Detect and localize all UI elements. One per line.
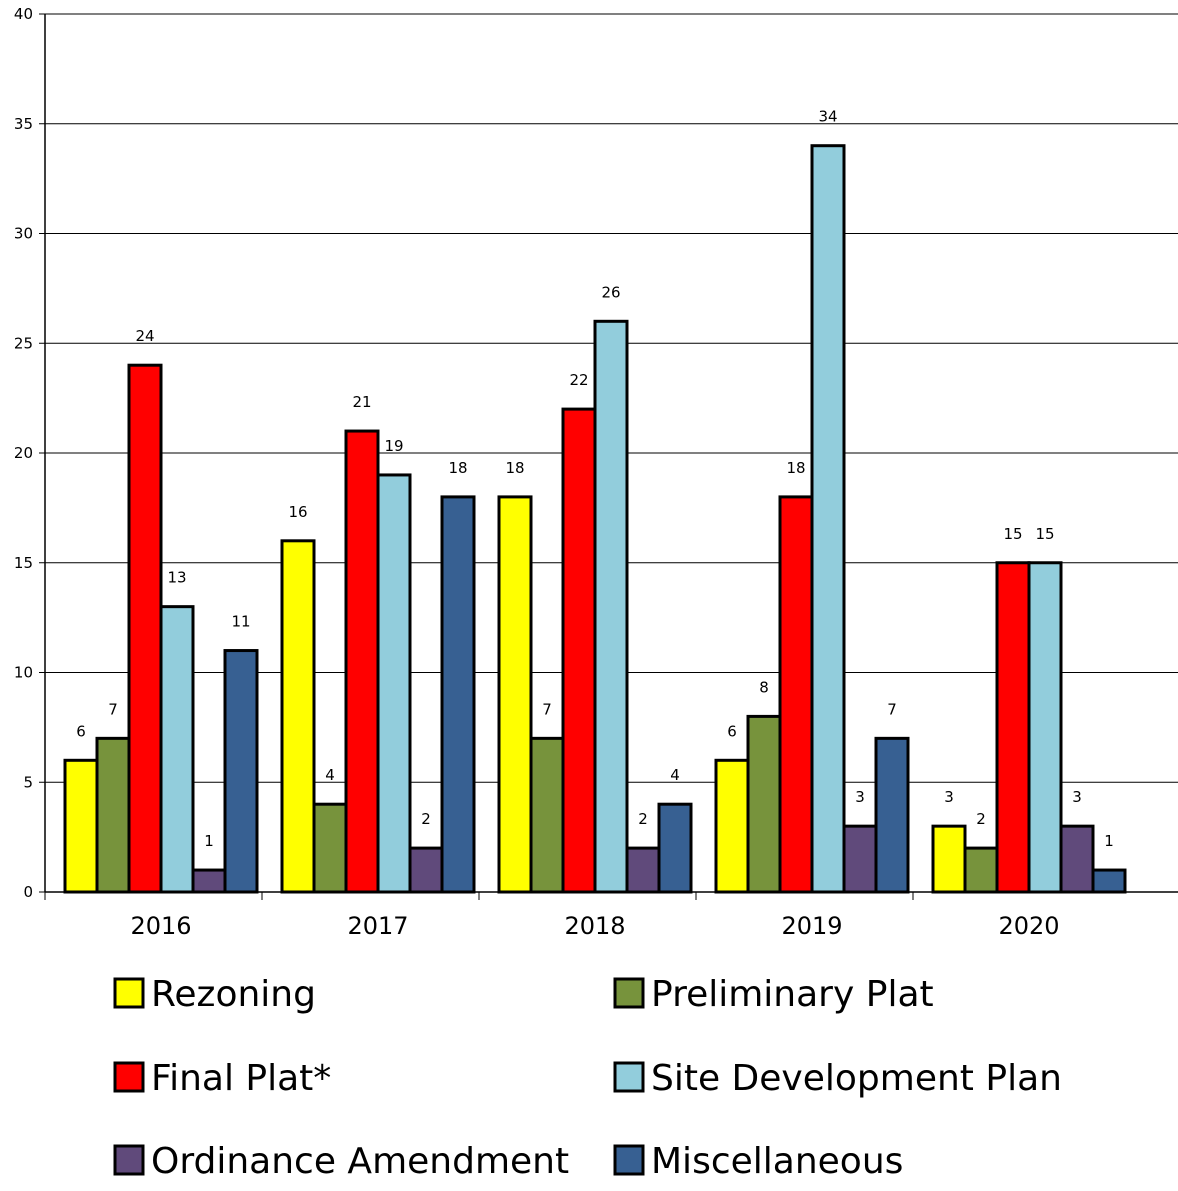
bar: [1091, 868, 1127, 894]
legend-label: Ordinance Amendment: [151, 1141, 569, 1182]
bar: [842, 824, 878, 894]
data-label: 18: [448, 459, 467, 477]
bar: [497, 495, 533, 894]
x-category-label: 2019: [781, 912, 842, 940]
data-label: 15: [1003, 525, 1022, 543]
y-tick-label: 35: [14, 115, 33, 133]
data-label: 21: [352, 393, 371, 411]
data-label: 13: [167, 569, 186, 587]
bar: [95, 736, 131, 894]
data-label: 11: [231, 613, 250, 631]
bar: [159, 605, 195, 894]
y-tick-label: 0: [23, 883, 33, 901]
data-label: 7: [108, 700, 118, 718]
legend-swatch: [613, 1144, 645, 1176]
y-tick-label: 15: [14, 554, 33, 572]
bar: [593, 319, 629, 894]
data-label: 22: [569, 371, 588, 389]
bar: [995, 561, 1031, 894]
bar: [810, 144, 846, 894]
data-label: 2: [976, 810, 986, 828]
y-tick-label: 5: [23, 773, 33, 791]
x-category-label: 2016: [130, 912, 191, 940]
bar: [657, 802, 693, 894]
data-label: 6: [76, 722, 86, 740]
bar: [1059, 824, 1095, 894]
bar: [746, 714, 782, 894]
legend-label: Miscellaneous: [651, 1141, 903, 1182]
data-label: 15: [1035, 525, 1054, 543]
legend-swatch: [613, 977, 645, 1009]
bar: [408, 846, 444, 894]
data-label: 18: [505, 459, 524, 477]
y-tick-label: 20: [14, 444, 33, 462]
data-label: 3: [944, 788, 954, 806]
legend: Rezoning Preliminary Plat Final Plat* Site …: [113, 974, 1062, 1182]
legend-label: Preliminary Plat: [651, 974, 934, 1015]
data-label: 18: [786, 459, 805, 477]
bar: [63, 758, 99, 894]
bar: [714, 758, 750, 894]
data-label: 3: [1072, 788, 1082, 806]
legend-label: Rezoning: [151, 974, 316, 1015]
legend-swatch: [613, 1061, 645, 1093]
data-label: 34: [818, 108, 837, 126]
data-label: 7: [542, 700, 552, 718]
bar: [127, 363, 163, 894]
data-label: 1: [204, 832, 214, 850]
bar: [440, 495, 476, 894]
bar: [1027, 561, 1063, 894]
legend-swatch: [113, 1061, 145, 1093]
bar: [280, 539, 316, 894]
data-label: 1: [1104, 832, 1114, 850]
legend-swatch: [113, 977, 145, 1009]
bar: [931, 824, 967, 894]
data-label: 6: [727, 722, 737, 740]
legend-swatch: [113, 1144, 145, 1176]
bar: [344, 429, 380, 894]
bar: [223, 649, 259, 894]
legend-label: Site Development Plan: [651, 1058, 1062, 1099]
bar: [561, 407, 597, 894]
x-category-label: 2020: [998, 912, 1059, 940]
data-label: 4: [325, 766, 335, 784]
data-label: 3: [855, 788, 865, 806]
bar: [376, 473, 412, 894]
legend-label: Final Plat*: [151, 1058, 331, 1099]
x-category-label: 2017: [347, 912, 408, 940]
y-tick-label: 40: [14, 5, 33, 23]
data-label: 7: [887, 700, 897, 718]
bar: [529, 736, 565, 894]
bars: [63, 144, 1127, 894]
bar: [963, 846, 999, 894]
data-label: 4: [670, 766, 680, 784]
y-tick-label: 10: [14, 664, 33, 682]
bar: [191, 868, 227, 894]
y-tick-label: 25: [14, 334, 33, 352]
x-category-label: 2018: [564, 912, 625, 940]
data-label: 2: [421, 810, 431, 828]
bar: [312, 802, 348, 894]
bar: [874, 736, 910, 894]
y-tick-label: 30: [14, 225, 33, 243]
data-label: 2: [638, 810, 648, 828]
data-label: 24: [135, 327, 154, 345]
data-label: 8: [759, 678, 769, 696]
bar: [778, 495, 814, 894]
bar: [625, 846, 661, 894]
data-label: 26: [601, 283, 620, 301]
data-label: 19: [384, 437, 403, 455]
data-label: 16: [288, 503, 307, 521]
